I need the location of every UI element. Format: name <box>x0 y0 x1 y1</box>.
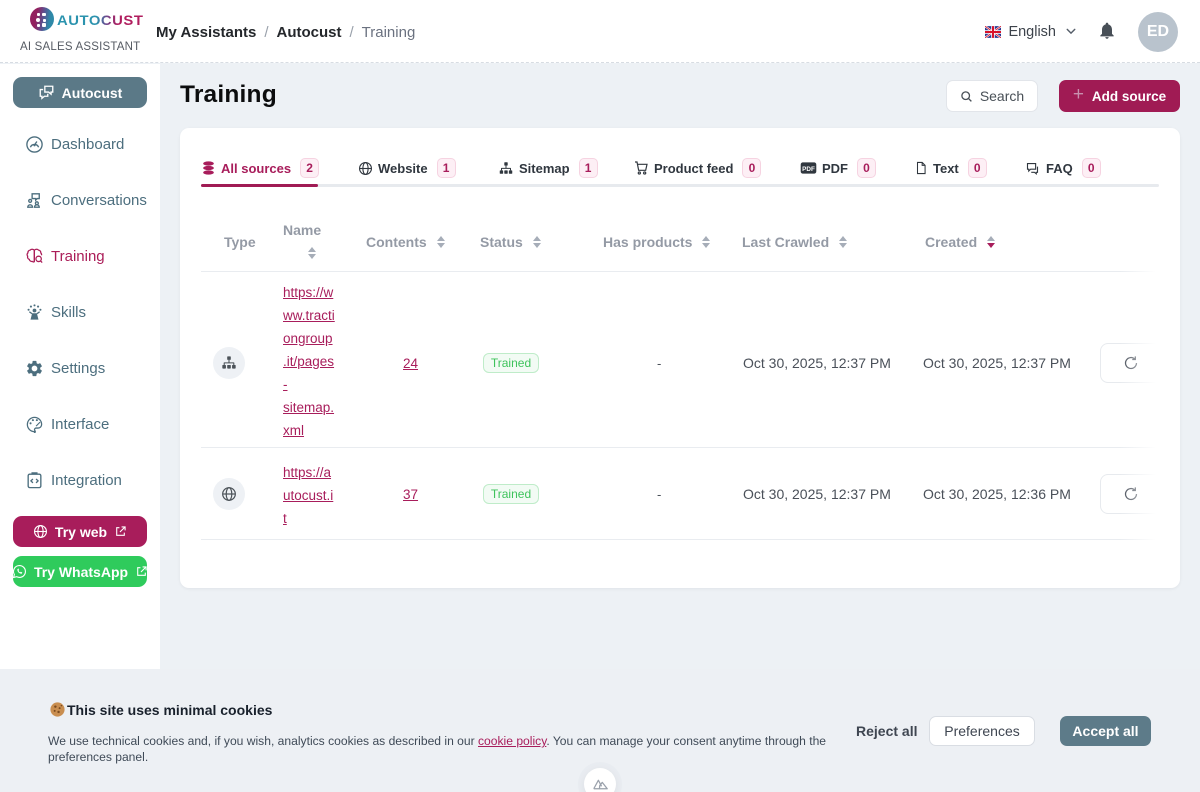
svg-text:PDF: PDF <box>802 166 815 173</box>
